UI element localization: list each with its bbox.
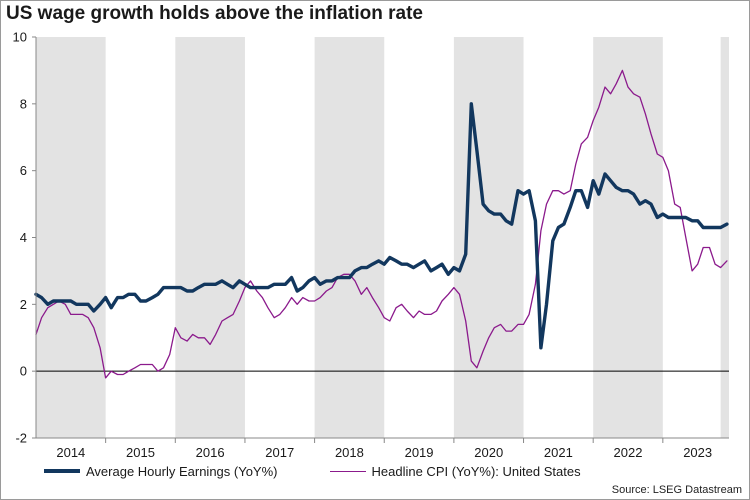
legend-label-cpi: Headline CPI (YoY%): United States — [371, 463, 581, 479]
x-tick-label: 2021 — [544, 445, 573, 460]
x-axis-ticks: 2014 2015 2016 2017 2018 2019 2020 2021 2022 2023 — [56, 438, 712, 460]
shaded-band-end — [720, 37, 729, 438]
x-tick-label: 2015 — [126, 445, 155, 460]
y-tick-label: -2 — [15, 431, 27, 446]
series-lines — [34, 69, 729, 379]
legend-label-earnings: Average Hourly Earnings (YoY%) — [86, 463, 278, 479]
source-note: Source: LSEG Datastream — [611, 484, 742, 496]
x-tick-label: 2017 — [265, 445, 294, 460]
y-tick-label: 6 — [20, 163, 27, 178]
legend-swatch-cpi — [329, 470, 366, 472]
x-tick-label: 2014 — [56, 445, 85, 460]
y-tick-label: 8 — [20, 96, 27, 111]
y-tick-label: 4 — [20, 230, 27, 245]
shaded-band-2022 — [593, 37, 663, 438]
shaded-year-bands — [36, 37, 729, 438]
y-axis-ticks: -2 0 2 4 6 8 10 — [13, 30, 36, 446]
legend-item-earnings: Average Hourly Earnings (YoY%) — [44, 464, 278, 479]
y-tick-label: 0 — [20, 364, 27, 379]
x-tick-label: 2020 — [474, 445, 503, 460]
shaded-band-2018 — [314, 37, 385, 438]
chart-title: US wage growth holds above the inflation… — [6, 3, 423, 24]
y-tick-label: 10 — [13, 30, 27, 45]
shaded-band-2014 — [36, 37, 106, 438]
x-tick-label: 2023 — [683, 445, 712, 460]
x-tick-label: 2022 — [614, 445, 643, 460]
x-tick-label: 2019 — [405, 445, 434, 460]
series-line-cpi — [35, 69, 728, 379]
legend: Average Hourly Earnings (YoY%) Headline … — [44, 462, 633, 480]
legend-swatch-earnings — [44, 469, 80, 473]
y-tick-label: 2 — [20, 297, 27, 312]
shaded-band-2016 — [175, 37, 245, 438]
shaded-band-2020 — [453, 37, 524, 438]
legend-item-cpi: Headline CPI (YoY%): United States — [329, 463, 581, 479]
series-line-earnings — [34, 102, 729, 350]
x-tick-label: 2018 — [335, 445, 364, 460]
x-tick-label: 2016 — [196, 445, 225, 460]
